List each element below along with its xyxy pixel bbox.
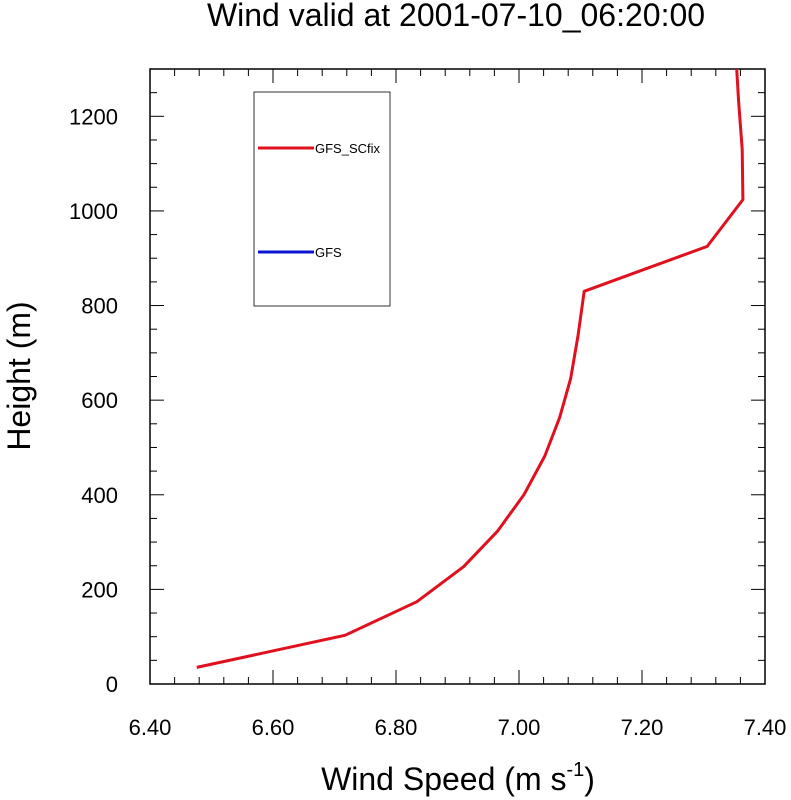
x-tick-label: 7.40 [744,715,787,740]
y-tick-labels: 0 200 400 600 800 1000 1200 [69,104,118,697]
series-line-gfs-scfix [196,68,745,669]
x-tick-label: 7.20 [621,715,664,740]
chart-title: Wind valid at 2001-07-10_06:20:00 [207,0,705,33]
y-axis-label: Height (m) [1,301,37,450]
legend-label-gfs-scfix: GFS_SCfix [315,141,381,156]
x-tick-label: 6.60 [252,715,295,740]
y-tick-label: 1000 [69,199,118,224]
plot-frame [149,68,766,685]
legend-box [253,91,391,307]
x-tick-label: 6.80 [375,715,418,740]
x-tick-labels: 6.40 6.60 6.80 7.00 7.20 7.40 [129,715,787,740]
x-tick-label: 6.40 [129,715,172,740]
plot-area [149,68,766,685]
y-tick-label: 600 [81,388,118,413]
x-axis-label: Wind Speed (m s-1) [321,759,595,797]
y-tick-label: 1200 [69,104,118,129]
y-tick-label: 800 [81,294,118,319]
x-axis-label-end: ) [584,761,595,797]
axis-ticks [149,68,766,685]
y-tick-label: 400 [81,483,118,508]
legend-label-gfs: GFS [315,245,342,260]
series-layer [196,68,745,669]
y-tick-label: 0 [106,672,118,697]
x-tick-label: 7.00 [498,715,541,740]
y-tick-label: 200 [81,577,118,602]
legend: GFS_SCfix GFS [253,91,391,307]
x-axis-label-superscript: -1 [566,759,584,781]
